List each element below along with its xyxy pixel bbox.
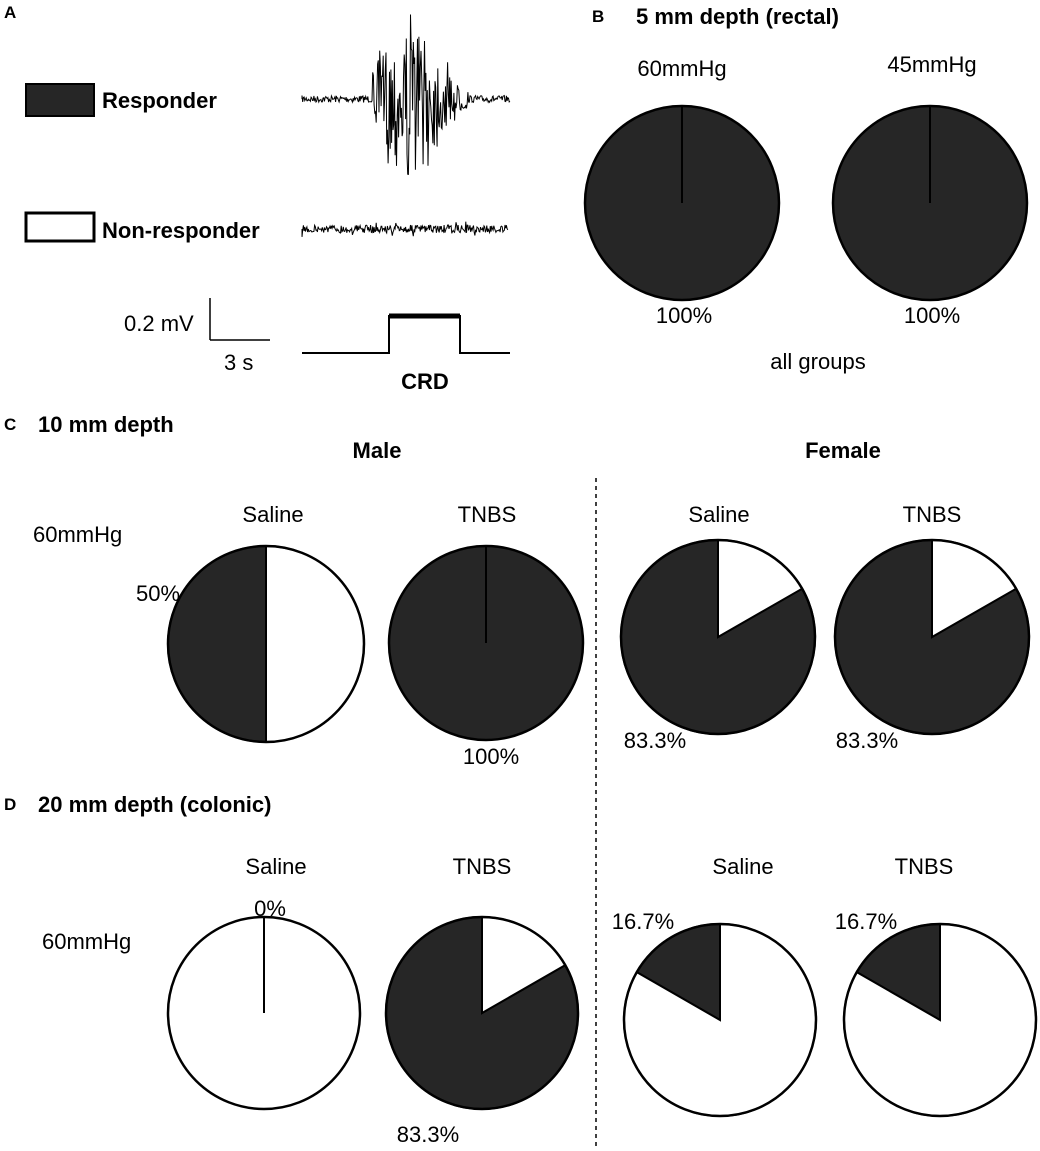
pie-c2 (387, 544, 585, 742)
panel-c-row-label: 60mmHg (33, 522, 122, 547)
crd-stimulus-trace (302, 315, 510, 354)
pie-c1-value-label: 50% (136, 581, 180, 606)
pie-b1 (583, 104, 781, 302)
panel-c: C 10 mm depth Male Female 60mmHg Saline … (4, 412, 1031, 769)
panel-b-letter: B (592, 7, 604, 26)
pie-c2-value-label: 100% (463, 744, 519, 769)
pie-d4 (842, 922, 1038, 1118)
time-scale-label: 3 s (224, 350, 253, 375)
panel-b: B 5 mm depth (rectal) 60mmHg 45mmHg 100%… (583, 4, 1029, 374)
voltage-scale-label: 0.2 mV (124, 311, 194, 336)
responder-trace-path (301, 14, 511, 176)
responder-slice (167, 544, 267, 744)
pie-outline (842, 922, 1038, 1118)
legend-non-responder-swatch (24, 211, 96, 243)
pie-b1-value-label: 100% (656, 303, 712, 328)
pie-c3-title: Saline (688, 502, 749, 527)
pie-outline (619, 538, 817, 736)
pie-c3 (619, 538, 817, 736)
panel-b-footer: all groups (770, 349, 865, 374)
legend-non-responder-label: Non-responder (102, 218, 260, 243)
panel-a-letter: A (4, 3, 16, 22)
female-label: Female (805, 438, 881, 463)
pie-d3-value-label: 16.7% (612, 909, 674, 934)
male-label: Male (353, 438, 402, 463)
pie-b1-title: 60mmHg (637, 56, 726, 81)
legend-responder-label: Responder (102, 88, 217, 113)
pie-b2-title: 45mmHg (887, 52, 976, 77)
panel-d: D 20 mm depth (colonic) 60mmHg Saline TN… (4, 792, 1038, 1147)
pie-d1-value-label: 0% (254, 896, 286, 921)
pie-b2 (831, 104, 1029, 302)
pie-d3-title: Saline (712, 854, 773, 879)
panel-a: A Responder Non-responder 0.2 mV 3 s CRD (4, 3, 511, 394)
panel-d-row-label: 60mmHg (42, 929, 131, 954)
non-responder-emg-trace (301, 221, 509, 237)
pie-outline (622, 922, 818, 1118)
non-responder-slice (265, 544, 365, 744)
pie-d2 (384, 915, 580, 1111)
pie-outline (384, 915, 580, 1111)
pie-b2-value-label: 100% (904, 303, 960, 328)
pie-d1-title: Saline (245, 854, 306, 879)
pie-d3 (622, 922, 818, 1118)
pie-c4 (833, 538, 1031, 736)
pie-c4-value-label: 83.3% (836, 728, 898, 753)
pie-outline (166, 544, 366, 744)
pie-outline (833, 538, 1031, 736)
legend-responder-swatch (25, 83, 95, 117)
panel-b-title: 5 mm depth (rectal) (636, 4, 839, 29)
pie-d2-value-label: 83.3% (397, 1122, 459, 1147)
responder-emg-trace (301, 14, 511, 176)
panel-c-title: 10 mm depth (38, 412, 174, 437)
panel-c-letter: C (4, 415, 16, 434)
pie-d4-title: TNBS (895, 854, 954, 879)
pie-c1-title: Saline (242, 502, 303, 527)
pie-c2-title: TNBS (458, 502, 517, 527)
pie-c1 (166, 544, 366, 744)
pie-d4-value-label: 16.7% (835, 909, 897, 934)
crd-label: CRD (401, 369, 449, 394)
pie-d2-title: TNBS (453, 854, 512, 879)
pie-d1 (166, 915, 362, 1111)
pie-c3-value-label: 83.3% (624, 728, 686, 753)
pie-c4-title: TNBS (903, 502, 962, 527)
panel-d-letter: D (4, 795, 16, 814)
panel-d-title: 20 mm depth (colonic) (38, 792, 271, 817)
non-responder-trace-path (301, 221, 509, 237)
